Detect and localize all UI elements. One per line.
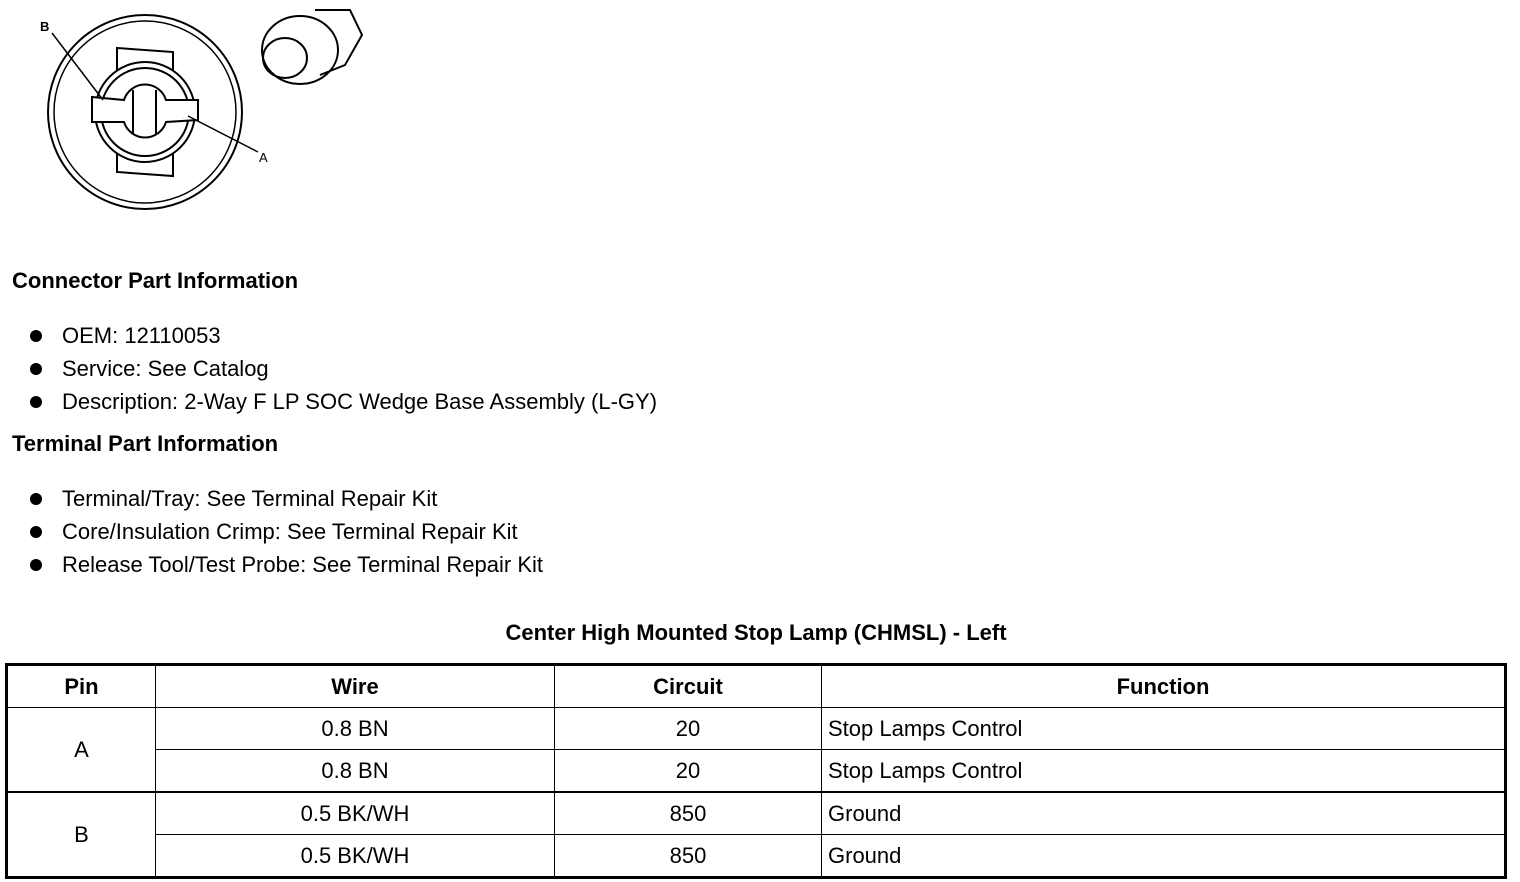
- connector-face-diagram: B A: [40, 9, 364, 210]
- terminal-heading: Terminal Part Information: [12, 431, 279, 456]
- pin-table: Pin Wire Circuit Function A 0.8 BN 20 St…: [5, 663, 1507, 879]
- label-b: B: [40, 19, 49, 34]
- wire-cell: 0.8 BN: [155, 707, 555, 750]
- list-item: OEM: 12110053: [0, 319, 657, 352]
- table-row: 0.5 BK/WH 850 Ground: [7, 834, 1506, 878]
- header-pin: Pin: [6, 664, 156, 708]
- function-cell: Stop Lamps Control: [821, 707, 1506, 750]
- circuit-cell: 850: [554, 791, 822, 835]
- header-wire: Wire: [155, 664, 555, 708]
- list-item: Release Tool/Test Probe: See Terminal Re…: [0, 548, 543, 581]
- terminal-list: Terminal/Tray: See Terminal Repair Kit C…: [0, 482, 543, 581]
- header-function: Function: [821, 664, 1506, 708]
- table-row: 0.8 BN 20 Stop Lamps Control: [7, 749, 1506, 793]
- table-row: B 0.5 BK/WH 850 Ground: [6, 791, 1506, 878]
- list-item: Core/Insulation Crimp: See Terminal Repa…: [0, 515, 543, 548]
- circuit-cell: 20: [554, 707, 822, 750]
- circuit-cell: 850: [554, 834, 822, 878]
- function-cell: Stop Lamps Control: [821, 749, 1506, 793]
- list-item: Description: 2-Way F LP SOC Wedge Base A…: [0, 385, 657, 418]
- label-a: A: [259, 150, 268, 165]
- function-cell: Ground: [821, 791, 1506, 835]
- wire-cell: 0.5 BK/WH: [155, 791, 555, 835]
- list-item: Terminal/Tray: See Terminal Repair Kit: [0, 482, 543, 515]
- connector-3d-icon: [261, 9, 364, 85]
- wire-cell: 0.8 BN: [155, 749, 555, 793]
- table-row: A 0.8 BN 20 Stop Lamps Control: [6, 707, 1506, 793]
- connector-list: OEM: 12110053 Service: See Catalog Descr…: [0, 319, 657, 418]
- pin-cell: A: [6, 707, 156, 793]
- circuit-cell: 20: [554, 749, 822, 793]
- connector-heading: Connector Part Information: [12, 268, 299, 293]
- table-title: Center High Mounted Stop Lamp (CHMSL) - …: [505, 620, 1007, 645]
- table-header-row: Pin Wire Circuit Function: [6, 664, 1506, 708]
- function-cell: Ground: [821, 834, 1506, 878]
- list-item: Service: See Catalog: [0, 352, 657, 385]
- header-circuit: Circuit: [554, 664, 822, 708]
- wire-cell: 0.5 BK/WH: [155, 834, 555, 878]
- pin-cell: B: [6, 791, 156, 878]
